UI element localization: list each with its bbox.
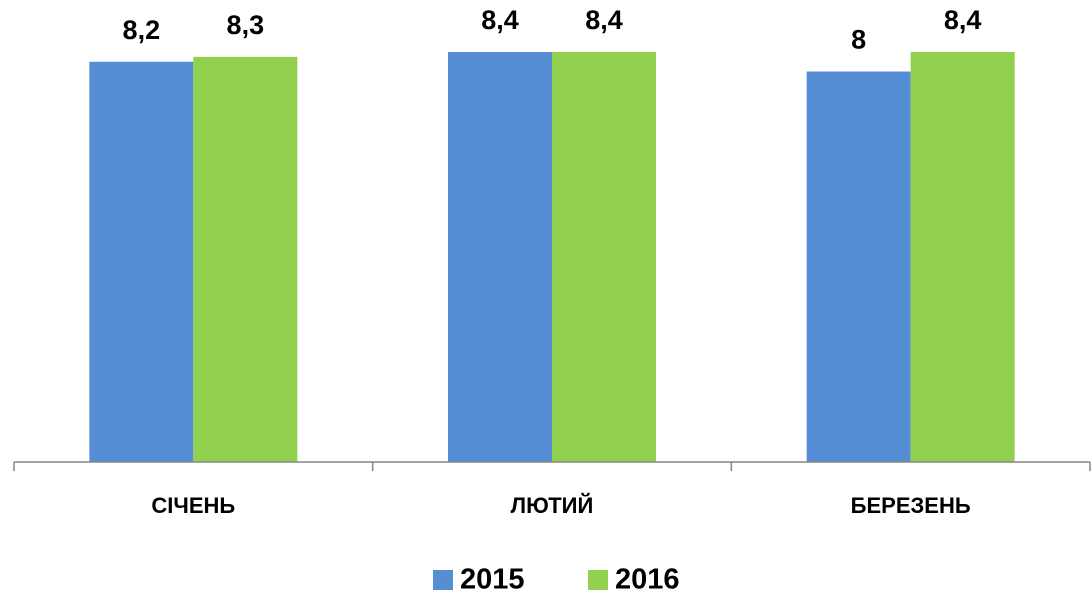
bar [806, 71, 911, 463]
legend-label: 2016 [615, 564, 680, 596]
value-label: 8 [851, 25, 866, 55]
legend-label: 2015 [460, 564, 525, 596]
bar [89, 61, 194, 463]
bar [552, 52, 656, 462]
legend-swatch [588, 570, 608, 590]
legend-swatch [433, 570, 453, 590]
bar [448, 52, 552, 462]
bar [910, 52, 1015, 462]
x-tick-label: ЛЮТИЙ [511, 493, 594, 518]
value-label: 8,3 [227, 10, 265, 40]
value-label: 8,2 [123, 15, 161, 45]
x-tick-label: БЕРЕЗЕНЬ [851, 493, 971, 518]
value-label: 8,4 [944, 5, 982, 35]
value-label: 8,4 [481, 5, 519, 35]
x-tick-label: СІЧЕНЬ [151, 493, 235, 518]
bar [193, 56, 298, 462]
value-label: 8,4 [585, 5, 623, 35]
